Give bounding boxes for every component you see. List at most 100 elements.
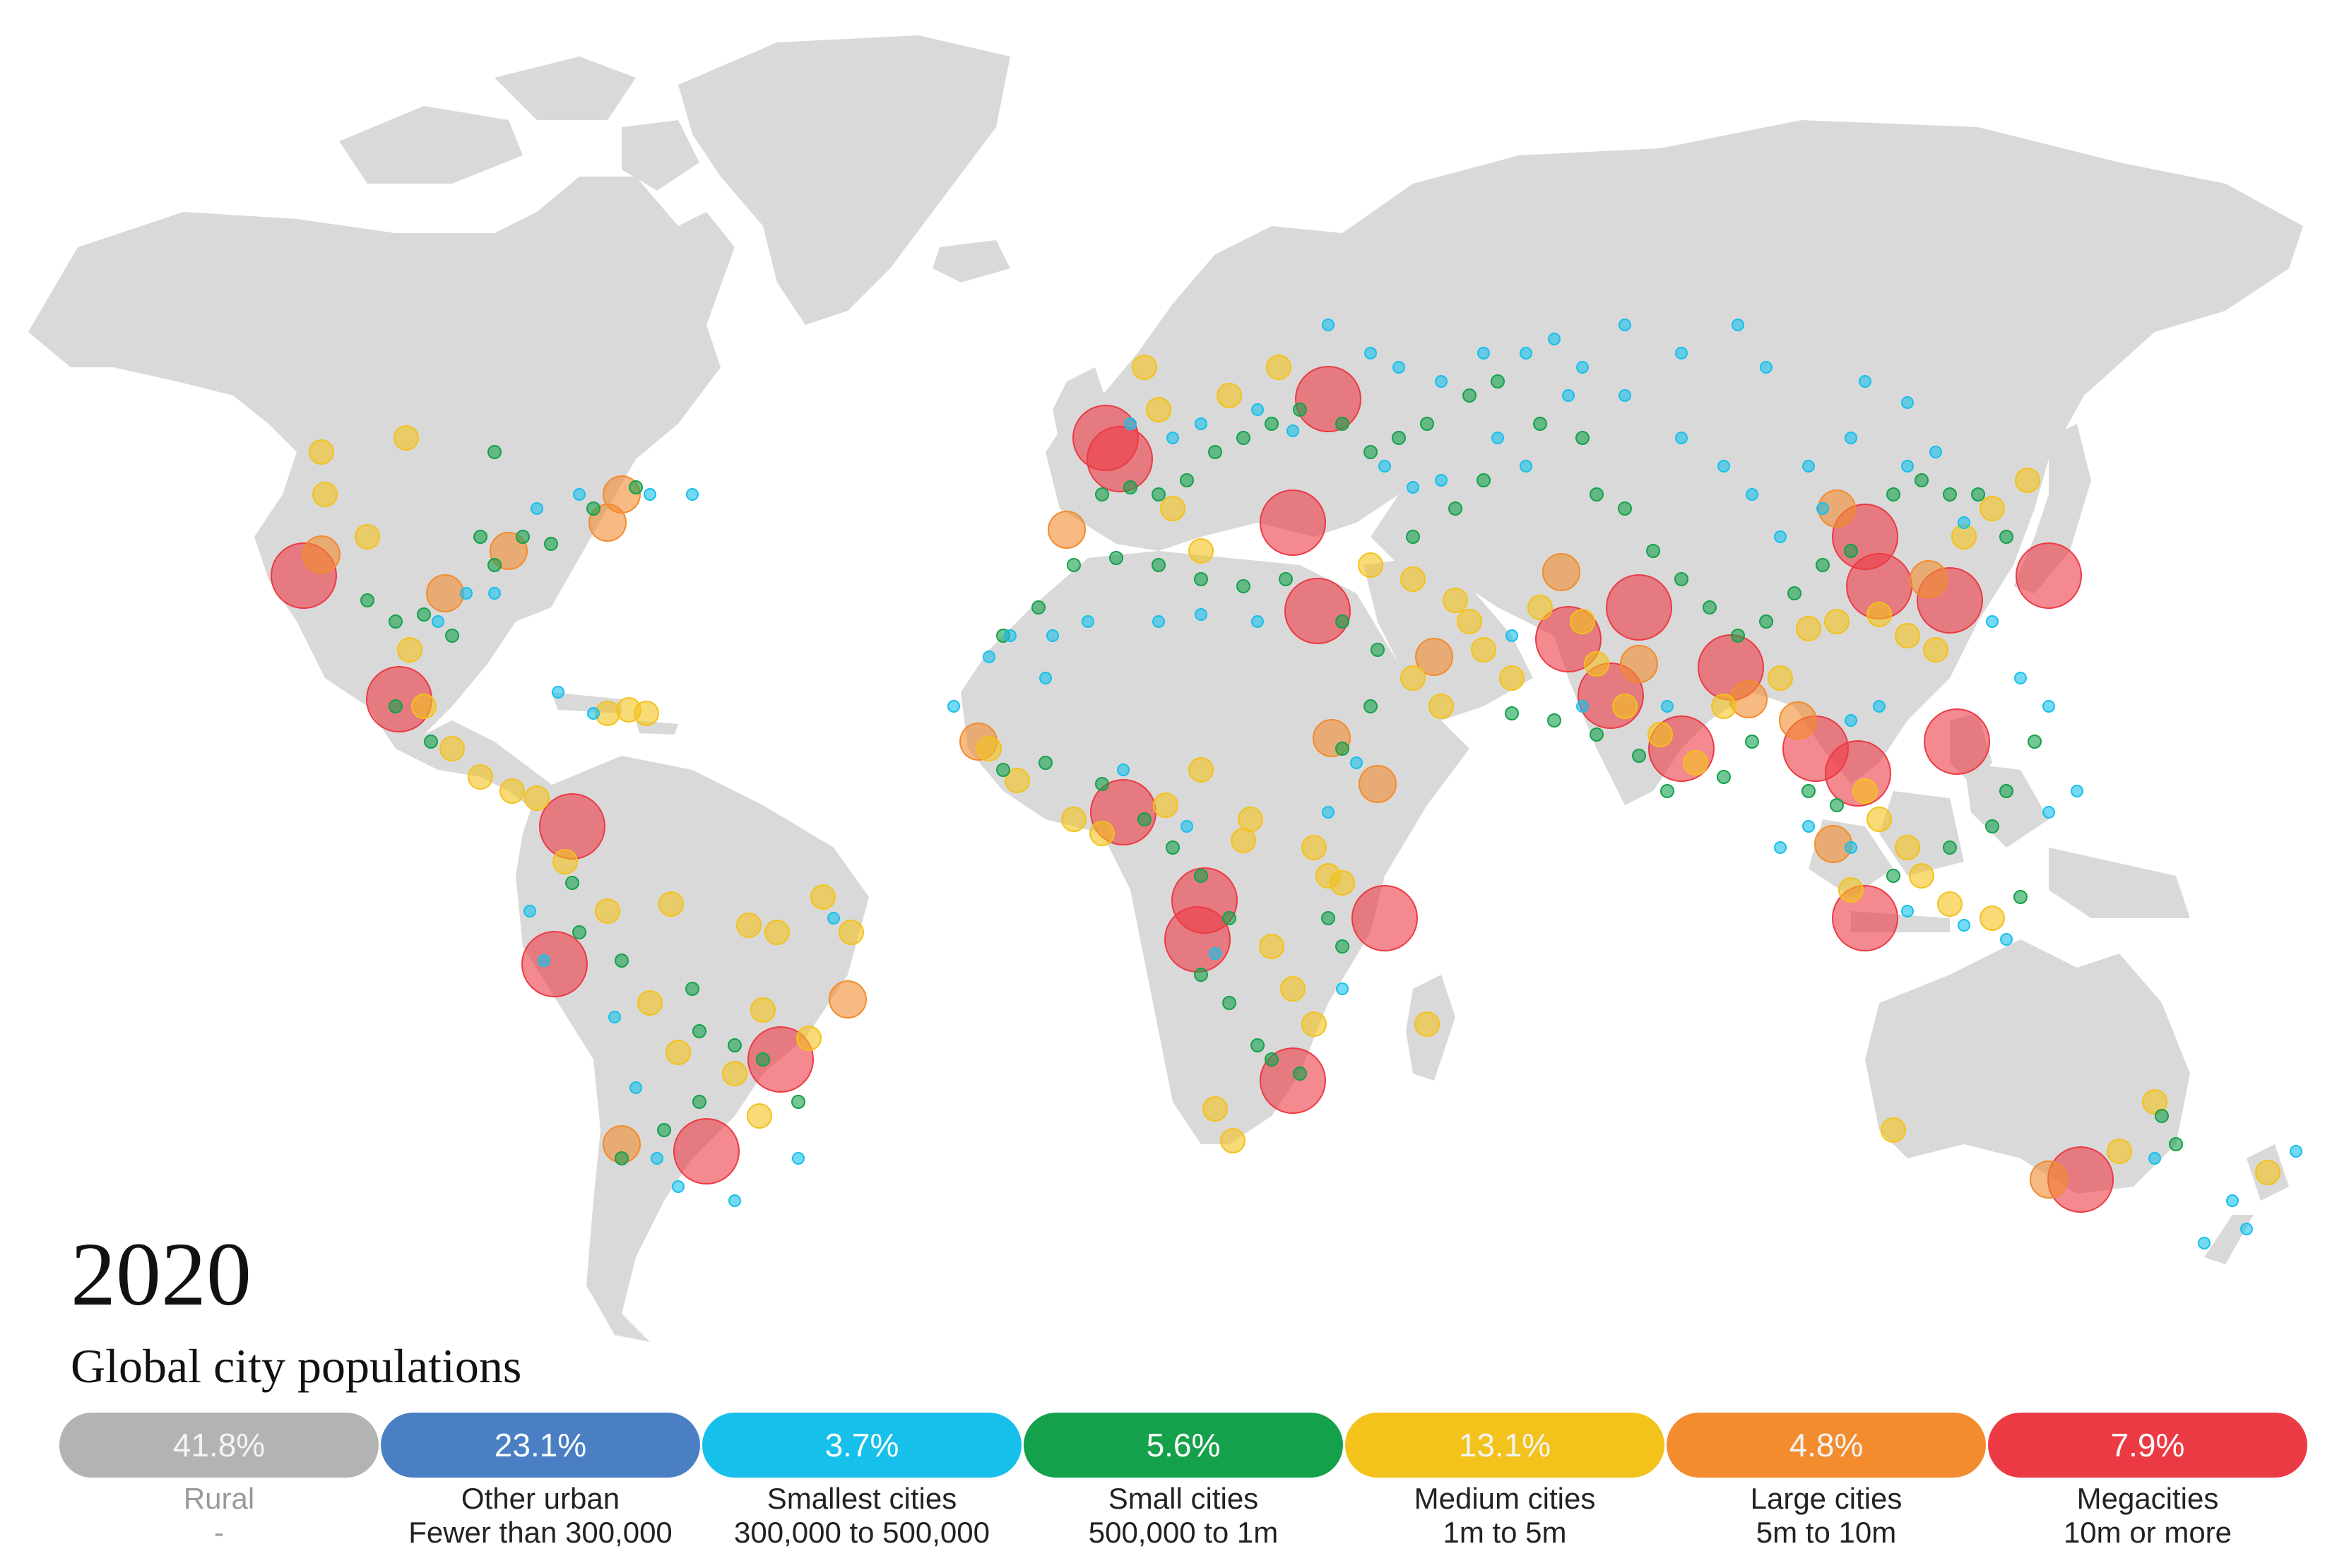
city-marker-small <box>516 530 530 544</box>
legend-name-other-urban: Other urban <box>461 1482 620 1515</box>
city-marker-medium <box>1647 722 1673 747</box>
city-marker-medium <box>1909 863 1934 889</box>
city-marker-smallest <box>1675 432 1688 444</box>
city-marker-small <box>1095 777 1109 791</box>
city-marker-medium <box>665 1040 691 1065</box>
city-marker-medium <box>411 694 437 719</box>
city-marker-smallest <box>1251 403 1264 416</box>
city-marker-smallest <box>1746 488 1758 501</box>
city-marker-smallest <box>1435 375 1448 388</box>
city-marker-medium <box>595 898 620 924</box>
city-marker-medium <box>1280 976 1306 1002</box>
city-marker-small <box>1137 812 1152 826</box>
city-marker-smallest <box>827 912 840 925</box>
city-marker-large <box>1910 560 1948 598</box>
city-marker-smallest <box>2240 1223 2253 1235</box>
city-marker-small <box>1335 417 1349 431</box>
city-marker-medium <box>1895 623 1920 648</box>
city-marker-smallest <box>1505 629 1518 642</box>
city-marker-small <box>445 629 459 643</box>
city-marker-medium <box>1852 778 1878 804</box>
legend-label-medium-cities: Medium cities 1m to 5m <box>1345 1482 1664 1550</box>
city-marker-medium <box>1414 1011 1440 1037</box>
city-marker-medium <box>1527 595 1553 620</box>
city-marker-smallest <box>1859 375 1871 388</box>
city-marker-medium <box>1160 496 1185 521</box>
legend-name-large-cities: Large cities <box>1750 1482 1903 1515</box>
city-marker-medium <box>1824 609 1850 634</box>
city-marker-medium <box>637 990 663 1016</box>
city-marker-medium <box>976 736 1002 761</box>
city-marker-small <box>1816 558 1830 572</box>
greenland-landmass <box>678 35 1010 325</box>
city-marker-small <box>2013 890 2028 904</box>
city-marker-large <box>1620 645 1658 683</box>
city-marker-medium <box>499 778 525 804</box>
city-marker-small <box>1293 403 1307 417</box>
city-marker-small <box>1971 487 1985 501</box>
city-marker-small <box>1618 501 1632 516</box>
city-marker-small <box>1279 572 1293 586</box>
city-marker-smallest <box>1195 417 1207 430</box>
city-marker-small <box>791 1095 805 1109</box>
legend-label-smallest-cities: Smallest cities 300,000 to 500,000 <box>702 1482 1022 1550</box>
city-marker-medium <box>1238 807 1263 832</box>
city-marker-small <box>2155 1109 2169 1123</box>
city-marker-medium <box>2015 468 2040 493</box>
city-marker-smallest <box>1124 417 1137 430</box>
city-marker-small <box>1999 784 2013 798</box>
africa-landmass <box>961 551 1469 1144</box>
legend-label-rural: Rural - <box>59 1482 379 1550</box>
city-marker-small <box>1759 614 1773 629</box>
city-marker-smallest <box>2042 806 2055 819</box>
city-marker-small <box>1123 480 1137 494</box>
city-marker-mega <box>539 793 605 860</box>
city-marker-small <box>2169 1137 2183 1151</box>
legend-pill-smallest-cities: 3.7% <box>702 1413 1022 1478</box>
legend-label-small-cities: Small cities 500,000 to 1m <box>1024 1482 1343 1550</box>
city-marker-medium <box>1217 383 1242 408</box>
city-marker-smallest <box>672 1180 685 1193</box>
city-marker-small <box>1152 487 1166 501</box>
city-marker-medium <box>839 920 864 945</box>
city-marker-medium <box>1866 602 1892 627</box>
city-marker-small <box>1674 572 1688 586</box>
city-marker-smallest <box>2014 672 2027 684</box>
city-marker-large <box>1729 680 1768 718</box>
legend-item-small-cities: 5.6% Small cities 500,000 to 1m <box>1024 1413 1343 1554</box>
city-marker-small <box>565 876 579 890</box>
arctic-islands <box>339 57 699 191</box>
city-marker-smallest <box>1477 347 1490 360</box>
city-marker-small <box>1392 431 1406 445</box>
city-marker-smallest <box>1350 756 1363 769</box>
city-marker-medium <box>1796 616 1821 641</box>
city-marker-smallest <box>1520 347 1532 360</box>
city-marker-smallest <box>728 1194 741 1207</box>
city-marker-small <box>1265 1052 1279 1067</box>
city-marker-smallest <box>1166 432 1179 444</box>
city-marker-smallest <box>1619 319 1631 331</box>
city-marker-mega <box>521 931 588 997</box>
city-marker-medium <box>468 764 493 790</box>
city-marker-smallest <box>2071 785 2083 797</box>
city-marker-small <box>1703 600 1717 614</box>
arabian-peninsula <box>1363 558 1533 720</box>
city-marker-medium <box>1471 637 1496 663</box>
city-marker-medium <box>355 524 380 550</box>
city-marker-smallest <box>1251 615 1264 628</box>
city-marker-small <box>1265 417 1279 431</box>
legend-label-large-cities: Large cities 5m to 10m <box>1667 1482 1986 1550</box>
city-marker-small <box>1222 911 1236 925</box>
city-marker-medium <box>1153 792 1178 818</box>
city-marker-medium <box>750 997 776 1023</box>
legend-item-smallest-cities: 3.7% Smallest cities 300,000 to 500,000 <box>702 1413 1022 1554</box>
city-marker-small <box>756 1052 770 1067</box>
city-marker-small <box>1208 445 1222 459</box>
legend-name-rural: Rural <box>183 1482 255 1515</box>
legend-name-small-cities: Small cities <box>1108 1482 1259 1515</box>
city-marker-small <box>544 537 558 551</box>
north-america-landmass <box>28 177 735 749</box>
city-marker-small <box>1293 1067 1307 1081</box>
city-marker-smallest <box>1004 629 1017 642</box>
map-subtitle: Global city populations <box>71 1339 522 1393</box>
